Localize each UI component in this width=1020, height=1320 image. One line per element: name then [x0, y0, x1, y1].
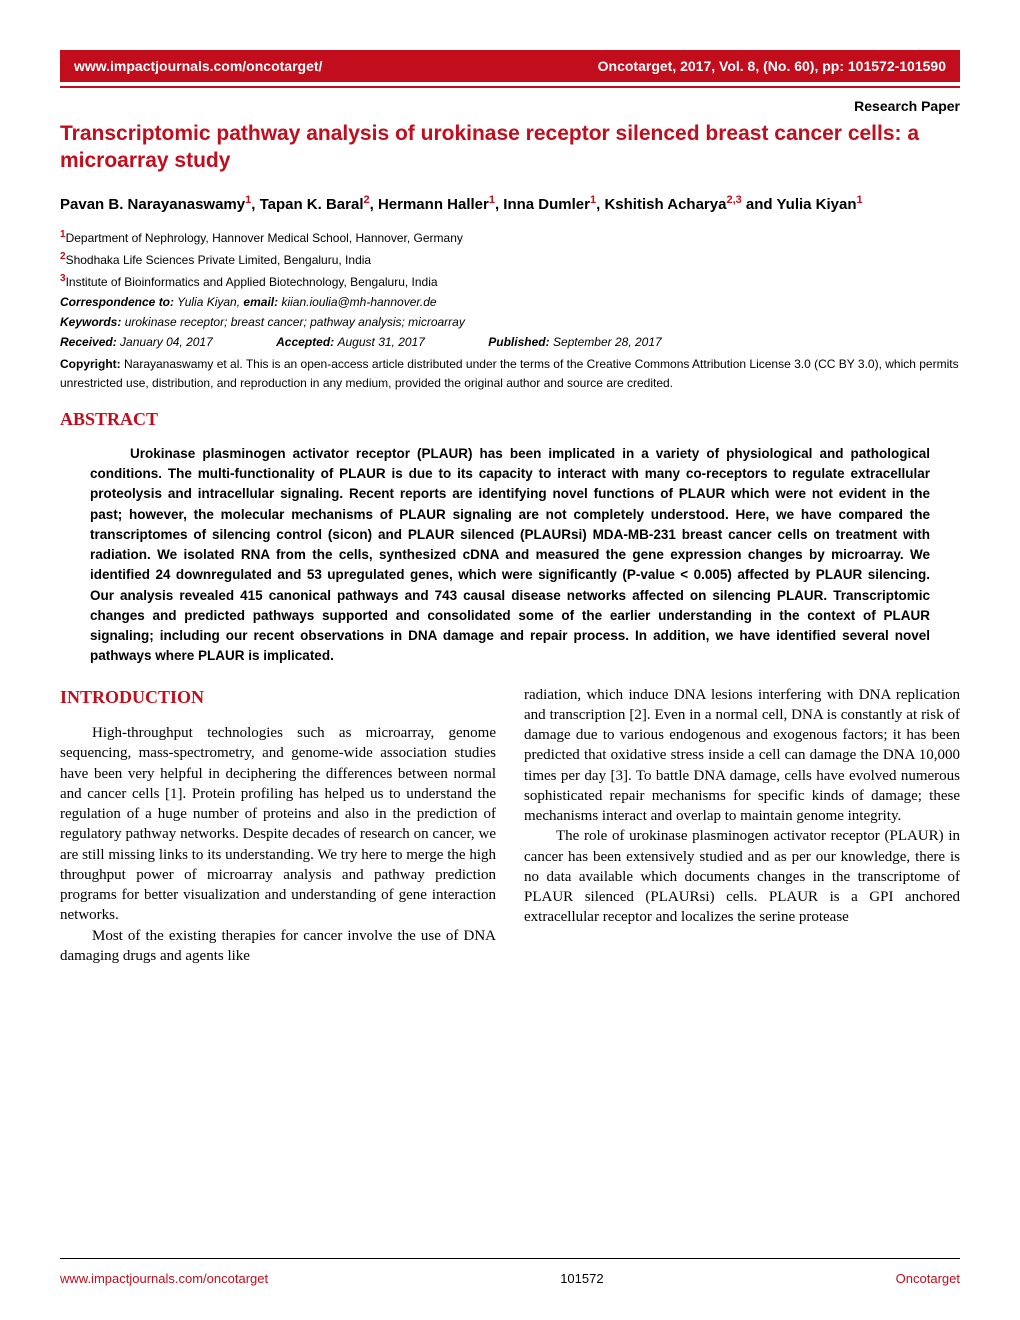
affiliation: 1Department of Nephrology, Hannover Medi…: [60, 229, 960, 245]
keywords-label: Keywords:: [60, 315, 121, 329]
published-date: September 28, 2017: [553, 335, 662, 349]
right-column: radiation, which induce DNA lesions inte…: [524, 685, 960, 966]
authors-list: Pavan B. Narayanaswamy1, Tapan K. Baral2…: [60, 193, 960, 215]
correspondence: Correspondence to: Yulia Kiyan, email: k…: [60, 295, 960, 309]
accepted-date: August 31, 2017: [338, 335, 425, 349]
correspondence-name: Yulia Kiyan,: [177, 295, 240, 309]
intro-paragraph-2: Most of the existing therapies for cance…: [60, 926, 496, 967]
received-date: January 04, 2017: [120, 335, 213, 349]
intro-paragraph-4: The role of urokinase plasminogen activa…: [524, 826, 960, 927]
intro-paragraph-1: High-throughput technologies such as mic…: [60, 723, 496, 926]
received-label: Received:: [60, 335, 117, 349]
publication-dates: Received: January 04, 2017 Accepted: Aug…: [60, 335, 960, 349]
footer-page-number: 101572: [560, 1271, 603, 1286]
intro-paragraph-3: radiation, which induce DNA lesions inte…: [524, 685, 960, 827]
affiliation: 2Shodhaka Life Sciences Private Limited,…: [60, 251, 960, 267]
keywords: Keywords: urokinase receptor; breast can…: [60, 315, 960, 329]
article-title: Transcriptomic pathway analysis of uroki…: [60, 120, 960, 175]
keywords-text: urokinase receptor; breast cancer; pathw…: [125, 315, 465, 329]
paper-type: Research Paper: [60, 98, 960, 114]
journal-header-bar: www.impactjournals.com/oncotarget/ Oncot…: [60, 50, 960, 82]
footer-journal: Oncotarget: [896, 1271, 960, 1286]
affiliation: 3Institute of Bioinformatics and Applied…: [60, 273, 960, 289]
published-label: Published:: [488, 335, 549, 349]
correspondence-email: kiian.ioulia@mh-hannover.de: [281, 295, 436, 309]
footer-url: www.impactjournals.com/oncotarget: [60, 1271, 268, 1286]
introduction-heading: INTRODUCTION: [60, 685, 496, 709]
copyright-text: Narayanaswamy et al. This is an open-acc…: [60, 357, 959, 390]
journal-url: www.impactjournals.com/oncotarget/: [74, 58, 322, 74]
left-column: INTRODUCTION High-throughput technologie…: [60, 685, 496, 966]
journal-citation: Oncotarget, 2017, Vol. 8, (No. 60), pp: …: [598, 58, 946, 74]
abstract-body: Urokinase plasminogen activator receptor…: [60, 444, 960, 667]
abstract-text: Urokinase plasminogen activator receptor…: [90, 446, 930, 664]
correspondence-label: Correspondence to:: [60, 295, 174, 309]
copyright-label: Copyright:: [60, 357, 121, 371]
abstract-heading: ABSTRACT: [60, 409, 960, 430]
header-underline: [60, 86, 960, 88]
correspondence-email-label: email:: [243, 295, 278, 309]
accepted-label: Accepted:: [276, 335, 334, 349]
two-column-body: INTRODUCTION High-throughput technologie…: [60, 685, 960, 966]
copyright-notice: Copyright: Narayanaswamy et al. This is …: [60, 355, 960, 393]
page-footer: www.impactjournals.com/oncotarget 101572…: [60, 1258, 960, 1286]
